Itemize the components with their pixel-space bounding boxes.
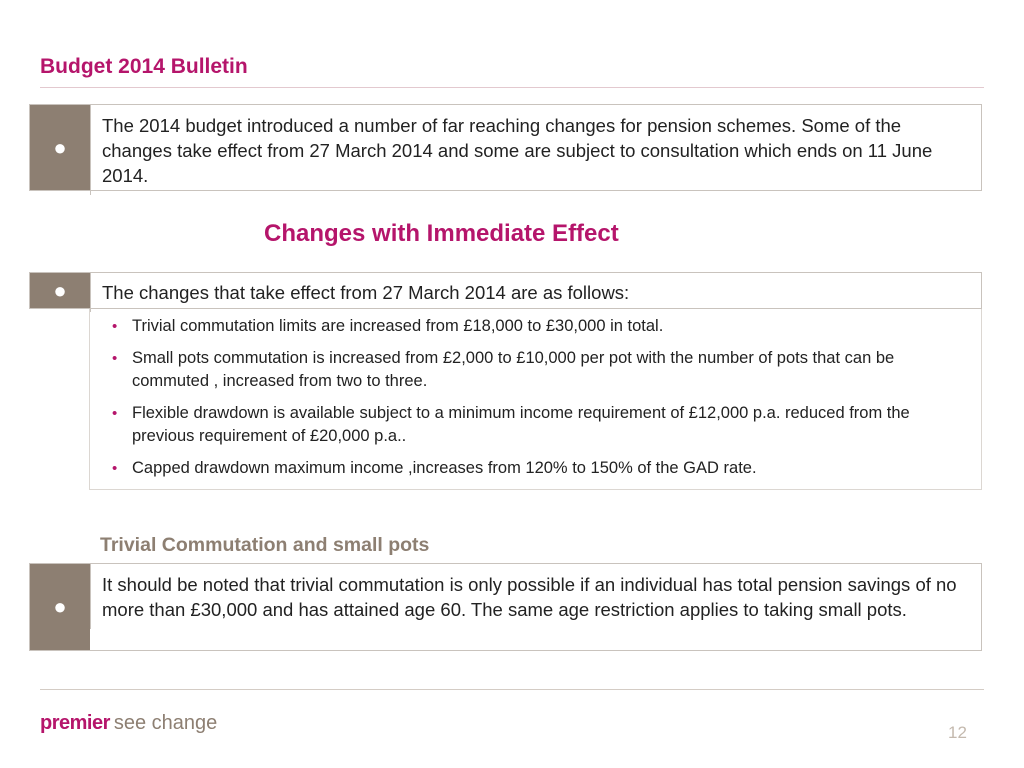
- section-heading-trivial: Trivial Commutation and small pots: [100, 534, 430, 556]
- footer-divider: [40, 689, 984, 690]
- list-item-text: Trivial commutation limits are increased…: [132, 317, 664, 335]
- logo-tagline: see change: [113, 712, 218, 734]
- bullet-marker-icon: ●: [30, 273, 90, 308]
- bullet-dot-icon: •: [112, 460, 118, 477]
- list-item: • Capped drawdown maximum income ,increa…: [100, 457, 961, 480]
- list-item-text: Flexible drawdown is available subject t…: [132, 404, 910, 445]
- title-divider: [40, 87, 984, 88]
- intro-text: The 2014 budget introduced a number of f…: [90, 105, 981, 195]
- section-heading-immediate: Changes with Immediate Effect: [264, 220, 619, 247]
- list-item-text: Small pots commutation is increased from…: [132, 349, 895, 390]
- bullet-dot-icon: •: [112, 405, 118, 422]
- page-title: Budget 2014 Bulletin: [40, 55, 248, 78]
- bullet-dot-icon: •: [112, 350, 118, 367]
- immediate-lead-box: ● The changes that take effect from 27 M…: [29, 272, 982, 312]
- trivial-text: It should be noted that trivial commutat…: [90, 564, 981, 629]
- immediate-changes-list: • Trivial commutation limits are increas…: [89, 309, 982, 490]
- premier-logo: premier see change: [40, 712, 217, 735]
- list-item: • Small pots commutation is increased fr…: [100, 347, 961, 393]
- list-item: • Flexible drawdown is available subject…: [100, 402, 961, 448]
- bullet-marker-icon: ●: [30, 564, 90, 650]
- list-item: • Trivial commutation limits are increas…: [100, 315, 961, 338]
- list-item-text: Capped drawdown maximum income ,increase…: [132, 459, 757, 477]
- bullet-marker-icon: ●: [30, 105, 90, 190]
- page-number: 12: [948, 723, 967, 742]
- trivial-box: ● It should be noted that trivial commut…: [29, 563, 982, 651]
- intro-box: ● The 2014 budget introduced a number of…: [29, 104, 982, 195]
- bullet-dot-icon: •: [112, 318, 118, 335]
- immediate-lead-text: The changes that take effect from 27 Mar…: [90, 273, 981, 312]
- logo-brand: premier: [40, 712, 110, 734]
